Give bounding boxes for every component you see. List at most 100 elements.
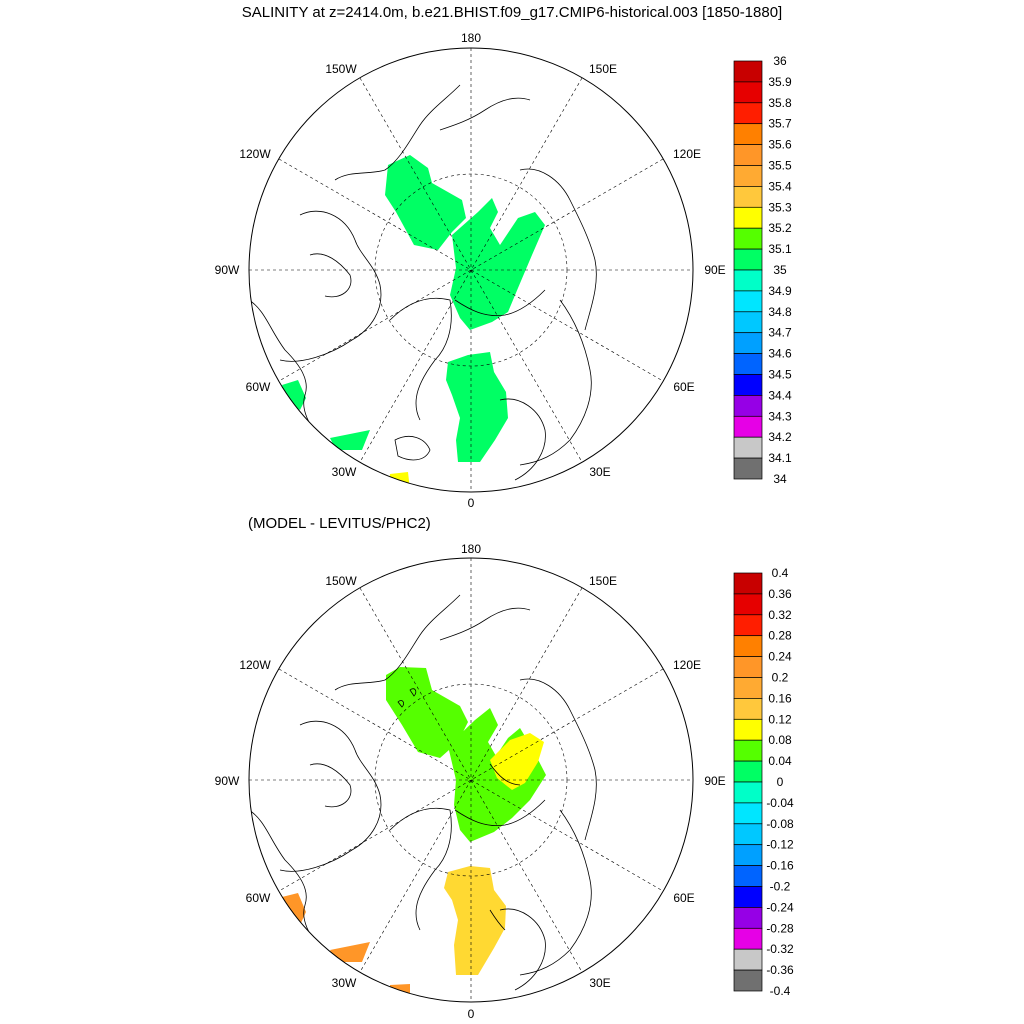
- difference-field-bottom-spot: [390, 984, 410, 998]
- colorbar-swatch: [733, 781, 763, 804]
- colorbar-tick-label: 34.1: [768, 451, 792, 465]
- colorbar-tick-label: 0.28: [768, 629, 792, 643]
- salinity-field-bottom-spot: [388, 472, 410, 490]
- lon-label-90e: 90E: [704, 263, 725, 277]
- colorbar-swatch: [733, 907, 763, 929]
- colorbar-tick-label: 0.4: [772, 566, 789, 580]
- colorbar-swatch: [733, 886, 763, 908]
- lon-label-120e: 120E: [673, 147, 701, 161]
- colorbar-swatch: [733, 311, 763, 334]
- lon-label-150e: 150E: [589, 62, 617, 76]
- colorbar-swatch: [733, 290, 763, 313]
- colorbar-tick-label: 34.9: [768, 284, 792, 298]
- colorbar-tick-label: 35.3: [768, 200, 792, 214]
- colorbar-swatch: [733, 823, 763, 846]
- colorbar-tick-label: -0.32: [766, 942, 794, 956]
- difference-field-fram: [444, 866, 506, 975]
- colorbar-tick-label: 35.5: [768, 159, 792, 173]
- map-boundary: [248, 47, 694, 493]
- colorbar-tick-label: 35.1: [768, 242, 792, 256]
- colorbar-swatch: [733, 593, 763, 616]
- colorbar-swatch: [733, 739, 763, 762]
- lon-label-30w: 30W: [332, 465, 357, 479]
- panel-subtitle: (MODEL - LEVITUS/PHC2): [248, 515, 431, 532]
- coastlines: [249, 84, 597, 481]
- lon-label-90w: 90W: [215, 263, 240, 277]
- lon-label-180: 180: [461, 542, 481, 556]
- colorbar-swatch: [733, 457, 763, 480]
- colorbar-tick-label: 0.2: [772, 671, 789, 685]
- colorbar-tick-label: -0.04: [766, 796, 794, 810]
- lon-label-0: 0: [468, 1007, 475, 1021]
- colorbar-tick-label: 35.2: [768, 221, 792, 235]
- longitude-labels: 180 150W 150E 120W 120E 90W 90E 60W 60E …: [215, 542, 726, 1021]
- colorbar-swatch: [733, 677, 763, 699]
- lon-label-90e: 90E: [704, 774, 725, 788]
- colorbar-tick-label: -0.36: [766, 963, 794, 977]
- colorbar-swatch: [733, 436, 763, 459]
- difference-fields: [249, 594, 597, 998]
- colorbar-swatch: [733, 269, 763, 292]
- colorbar-tick-label: 34.7: [768, 326, 792, 340]
- colorbar-swatch: [733, 635, 763, 657]
- colorbar-tick-label: 36: [773, 54, 787, 68]
- lon-label-60w: 60W: [246, 891, 271, 905]
- coastlines: [249, 594, 597, 991]
- colorbar-tick-label: 34.6: [768, 347, 792, 361]
- colorbar-swatch: [733, 144, 763, 166]
- figure-title: SALINITY at z=2414.0m, b.e21.BHIST.f09_g…: [241, 4, 783, 21]
- colorbar-tick-label: -0.4: [770, 984, 791, 998]
- colorbar-swatch: [733, 415, 763, 438]
- lon-label-120e: 120E: [673, 658, 701, 672]
- salinity-field-arctic: [385, 155, 545, 330]
- lon-label-60e: 60E: [673, 380, 694, 394]
- lon-label-150w: 150W: [325, 62, 357, 76]
- colorbar-swatch: [733, 760, 763, 783]
- difference-colorbar: 0.4 0.36 0.32 0.28 0.24 0.2 0.16 0.12 0.08 0.04 0 -…: [733, 566, 794, 998]
- colorbar-swatch: [733, 102, 763, 125]
- difference-field-irminger: [330, 942, 370, 962]
- colorbar-swatch: [733, 614, 763, 637]
- difference-field-labrador: [282, 893, 306, 925]
- colorbar-swatch: [733, 81, 763, 104]
- colorbar-tick-label: 0.16: [768, 691, 792, 705]
- colorbar-tick-label: -0.24: [766, 900, 794, 914]
- salinity-field-labrador: [282, 380, 306, 410]
- salinity-fields: [249, 84, 597, 490]
- lon-label-30e: 30E: [589, 976, 610, 990]
- colorbar-swatch: [733, 123, 763, 145]
- colorbar-tick-label: 34.2: [768, 430, 792, 444]
- colorbar-swatch: [733, 844, 763, 866]
- lon-label-60e: 60E: [673, 891, 694, 905]
- colorbar-swatch: [733, 927, 763, 950]
- colorbar-tick-label: 0: [777, 775, 784, 789]
- colorbar-tick-label: -0.2: [770, 880, 791, 894]
- colorbar-swatch: [733, 206, 763, 229]
- map-boundary: [248, 557, 694, 1003]
- colorbar-tick-label: 0.04: [768, 754, 792, 768]
- colorbar-swatch: [733, 248, 763, 271]
- colorbar-tick-label: 34.5: [768, 368, 792, 382]
- colorbar-swatch: [733, 60, 763, 83]
- colorbar-tick-label: 34.4: [768, 388, 792, 402]
- colorbar-swatch: [733, 572, 763, 595]
- salinity-field-fram: [446, 352, 508, 462]
- lon-label-120w: 120W: [239, 147, 271, 161]
- lon-label-150w: 150W: [325, 574, 357, 588]
- colorbar-tick-label: 35.6: [768, 138, 792, 152]
- colorbar-swatch: [733, 718, 763, 741]
- colorbar-tick-label: 35.4: [768, 179, 792, 193]
- colorbar-tick-label: 0.36: [768, 587, 792, 601]
- lon-label-60w: 60W: [246, 380, 271, 394]
- salinity-colorbar: 36 35.9 35.8 35.7 35.6 35.5 35.4 35.3 35.2 35.1 35…: [733, 54, 792, 486]
- colorbar-tick-label: 34: [773, 472, 787, 486]
- lon-label-150e: 150E: [589, 574, 617, 588]
- difference-map: 180 150W 150E 120W 120E 90W 90E 60W 60E …: [215, 542, 794, 1021]
- colorbar-tick-label: -0.08: [766, 817, 794, 831]
- colorbar-tick-label: 35.8: [768, 96, 792, 110]
- colorbar-swatch: [733, 332, 763, 354]
- colorbar-swatch: [733, 186, 763, 208]
- colorbar-swatch: [733, 656, 763, 678]
- colorbar-swatch: [733, 948, 763, 971]
